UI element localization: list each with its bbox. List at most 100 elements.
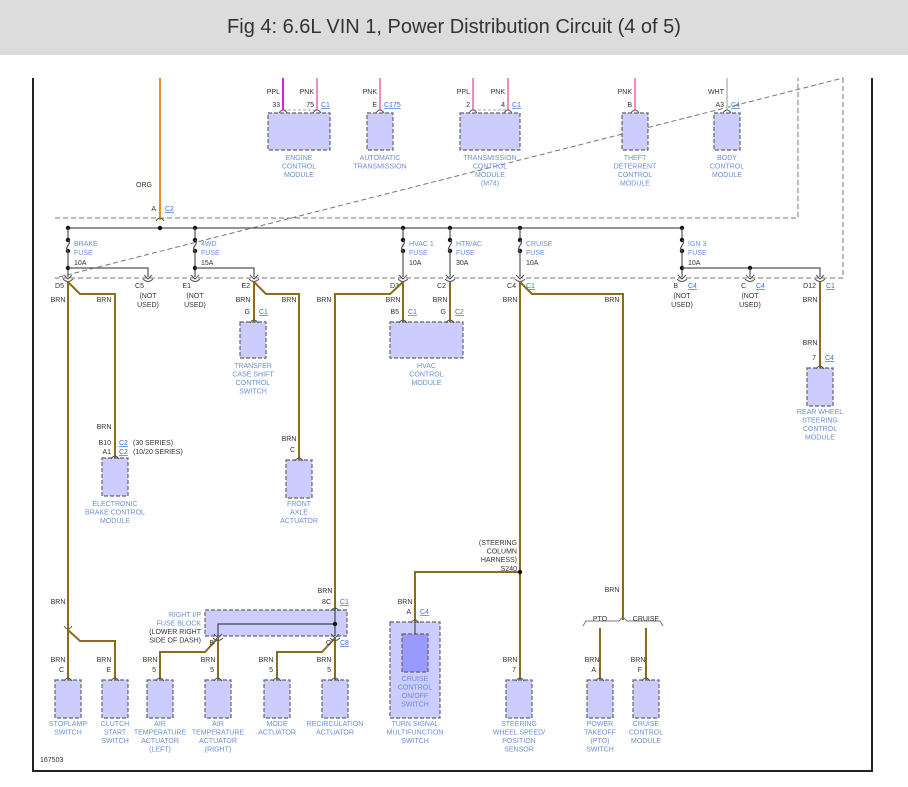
recirculation-actuator-label: ACTUATOR bbox=[316, 730, 354, 737]
fuse-name[interactable]: BRAKE bbox=[74, 241, 98, 248]
brn-wire bbox=[159, 637, 219, 680]
fuse-output-pin: D5 bbox=[55, 283, 64, 290]
connector-link[interactable]: C175 bbox=[384, 102, 401, 109]
figure-header: Fig 4: 6.6L VIN 1, Power Distribution Ci… bbox=[0, 0, 908, 55]
connector-link[interactable]: C4 bbox=[420, 609, 429, 616]
steering-wheel-speed-position-sensor[interactable] bbox=[505, 679, 533, 719]
pin-label: B5 bbox=[390, 309, 399, 316]
ip-fuse-block-label: RIGHT I/P bbox=[169, 612, 201, 619]
theft-deterrent-control-module[interactable] bbox=[621, 112, 649, 151]
clutch-start-switch-label: SWITCH bbox=[101, 738, 129, 745]
clutch-start-switch[interactable] bbox=[101, 679, 129, 719]
fuse-output-arrow-icon bbox=[248, 274, 260, 282]
connector-pin-icon bbox=[515, 677, 525, 682]
connector-link[interactable]: C4 bbox=[825, 355, 834, 362]
wire-color-label: BRN bbox=[236, 297, 251, 304]
pin-label: A bbox=[591, 667, 596, 674]
transmission-control-module[interactable] bbox=[459, 112, 521, 151]
connector-link[interactable]: C2 bbox=[165, 206, 174, 213]
connector-link[interactable]: C1 bbox=[408, 309, 417, 316]
connector-link[interactable]: C1 bbox=[826, 283, 835, 290]
connector-link[interactable]: C4 bbox=[731, 102, 740, 109]
fuse-name[interactable]: HTR/AC bbox=[456, 241, 482, 248]
connector-pin-icon bbox=[398, 319, 408, 324]
automatic-transmission-label: TRANSMISSION bbox=[353, 164, 406, 171]
series-note: (10/20 SERIES) bbox=[133, 449, 183, 456]
rear-wheel-steering-control-module[interactable] bbox=[806, 367, 834, 407]
fuse-rating: 10A bbox=[409, 260, 422, 267]
option-brace bbox=[582, 616, 664, 627]
splice-note: HARNESS) bbox=[481, 557, 517, 564]
option-label-pto: PTO bbox=[593, 616, 608, 623]
power-takeoff-switch[interactable] bbox=[586, 679, 614, 719]
fuse-icon bbox=[192, 239, 198, 252]
fuse-name[interactable]: IGN 3 bbox=[688, 241, 706, 248]
electronic-brake-control-module[interactable] bbox=[101, 457, 129, 497]
wire-color-label: BRN bbox=[259, 657, 274, 664]
connector-link[interactable]: C1 bbox=[259, 309, 268, 316]
clutch-start-switch-label: CLUTCH bbox=[101, 721, 129, 728]
connector-link[interactable]: C1 bbox=[526, 283, 535, 290]
not-used-note: USED) bbox=[184, 302, 206, 309]
body-control-module[interactable] bbox=[713, 112, 741, 151]
front-axle-actuator-label: AXLE bbox=[290, 510, 308, 517]
cruise-control-on-off-switch-label: CRUISE bbox=[402, 676, 429, 683]
transfer-case-shift-control-switch-label: SWITCH bbox=[239, 389, 267, 396]
brn-wire bbox=[414, 571, 520, 622]
mode-actuator[interactable] bbox=[263, 679, 291, 719]
air-temperature-actuator-right[interactable] bbox=[204, 679, 232, 719]
connector-link[interactable]: C1 bbox=[512, 102, 521, 109]
cruise-control-on-off-switch[interactable] bbox=[401, 633, 429, 673]
fuse-name[interactable]: CRUISE bbox=[526, 241, 553, 248]
right-ip-fuse-block[interactable] bbox=[204, 609, 348, 637]
fuse-type: FUSE bbox=[409, 250, 428, 257]
connector-pin-icon bbox=[272, 677, 282, 682]
wire-color-label: BRN bbox=[282, 297, 297, 304]
connector-link[interactable]: C2 bbox=[119, 449, 128, 456]
pin-label: 5 bbox=[327, 667, 331, 674]
wire-color-label: PNK bbox=[363, 89, 378, 96]
stoplamp-switch[interactable] bbox=[54, 679, 82, 719]
turn-signal-multifunction-switch-label: TURN SIGNAL bbox=[391, 721, 438, 728]
brn-wire bbox=[67, 281, 116, 458]
fuse-name[interactable]: HVAC 1 bbox=[409, 241, 434, 248]
rear-wheel-steering-control-module-label: MODULE bbox=[805, 435, 835, 442]
air-temperature-actuator-right-label: ACTUATOR bbox=[199, 738, 237, 745]
not-used-note: (NOT bbox=[139, 293, 157, 300]
brn-wire bbox=[334, 281, 404, 610]
automatic-transmission[interactable] bbox=[366, 112, 394, 151]
cruise-control-module[interactable] bbox=[632, 679, 660, 719]
junction-dot bbox=[157, 225, 163, 231]
pin-label: 7 bbox=[512, 667, 516, 674]
recirculation-actuator[interactable] bbox=[321, 679, 349, 719]
fuse-name[interactable]: 4WD bbox=[201, 241, 217, 248]
pin-label: E bbox=[106, 667, 111, 674]
connector-link[interactable]: C4 bbox=[756, 283, 765, 290]
ip-fuse-block-label: (LOWER RIGHT bbox=[149, 629, 201, 636]
electronic-brake-control-module-label: BRAKE CONTROL bbox=[85, 510, 145, 517]
wire-color-label: BRN bbox=[51, 599, 66, 606]
connector-link[interactable]: C2 bbox=[455, 309, 464, 316]
engine-control-module[interactable] bbox=[267, 112, 331, 151]
front-axle-actuator-label: ACTUATOR bbox=[280, 518, 318, 525]
fuse-output-arrow-icon bbox=[212, 633, 224, 641]
series-note: (30 SERIES) bbox=[133, 440, 173, 447]
air-temperature-actuator-left-label: (LEFT) bbox=[149, 747, 171, 754]
connector-link[interactable]: C8 bbox=[340, 640, 349, 647]
connector-link[interactable]: C2 bbox=[119, 440, 128, 447]
hvac-control-module[interactable] bbox=[389, 321, 464, 359]
connector-link[interactable]: C4 bbox=[688, 283, 697, 290]
power-takeoff-switch-label: (PTO) bbox=[591, 738, 610, 745]
electronic-brake-control-module-label: MODULE bbox=[100, 518, 130, 525]
fuse-type: FUSE bbox=[74, 250, 93, 257]
connector-link[interactable]: C1 bbox=[340, 599, 349, 606]
figure-title: Fig 4: 6.6L VIN 1, Power Distribution Ci… bbox=[227, 16, 681, 38]
front-axle-actuator-label: FRONT bbox=[287, 501, 312, 508]
turn-signal-multifunction-switch-label: MULTIFUNCTION bbox=[387, 730, 444, 737]
transfer-case-shift-control-switch[interactable] bbox=[239, 321, 267, 359]
air-temperature-actuator-left[interactable] bbox=[146, 679, 174, 719]
front-axle-actuator[interactable] bbox=[285, 459, 313, 499]
option-label-cruise: CRUISE bbox=[633, 616, 660, 623]
connector-link[interactable]: C1 bbox=[321, 102, 330, 109]
air-temperature-actuator-right-label: AIR bbox=[212, 721, 224, 728]
